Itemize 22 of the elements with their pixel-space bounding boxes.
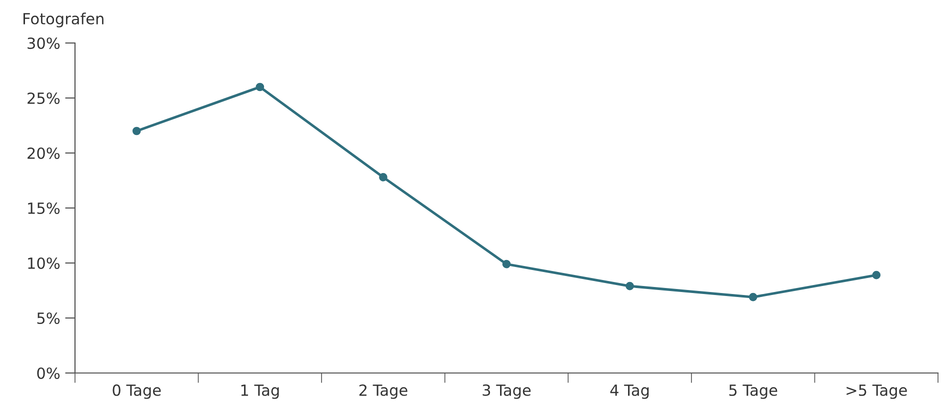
y-tick-label: 0% xyxy=(37,367,60,380)
y-tick-label: 20% xyxy=(28,147,60,160)
x-tick-label: 0 Tage xyxy=(112,384,161,399)
y-tick-label: 30% xyxy=(28,37,60,50)
y-tick-label: 25% xyxy=(28,92,60,104)
x-tick-label: 4 Tag xyxy=(610,384,649,399)
point xyxy=(872,270,881,280)
point xyxy=(256,82,264,92)
y-tick-label: 10% xyxy=(28,257,60,270)
point xyxy=(502,260,511,268)
y-tick-label: 15% xyxy=(28,202,60,214)
x-tick-label: 1 Tag xyxy=(241,384,279,399)
point xyxy=(379,173,388,182)
x-tick-label: 2 Tage xyxy=(359,384,408,399)
y-tick-label: 5% xyxy=(37,312,60,324)
point xyxy=(132,126,141,136)
point xyxy=(626,282,634,290)
x-tick-label: >5 Tage xyxy=(846,384,907,399)
point xyxy=(748,292,758,302)
y-axis-title: Fotografen xyxy=(24,12,104,28)
x-tick-label: 3 Tage xyxy=(482,384,531,399)
x-tick-label: 5 Tage xyxy=(729,384,778,399)
